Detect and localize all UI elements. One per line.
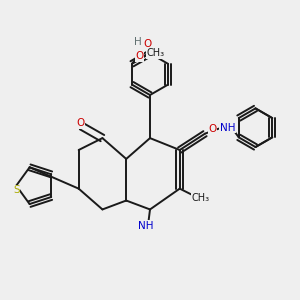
Text: O: O: [135, 51, 143, 62]
Text: O: O: [76, 118, 84, 128]
Text: NH: NH: [138, 221, 153, 231]
Text: S: S: [13, 185, 20, 195]
Text: O: O: [208, 124, 217, 134]
Text: O: O: [143, 40, 151, 50]
Text: CH₃: CH₃: [191, 193, 210, 202]
Text: NH: NH: [220, 123, 235, 133]
Text: CH₃: CH₃: [147, 48, 165, 59]
Text: H: H: [134, 37, 142, 46]
